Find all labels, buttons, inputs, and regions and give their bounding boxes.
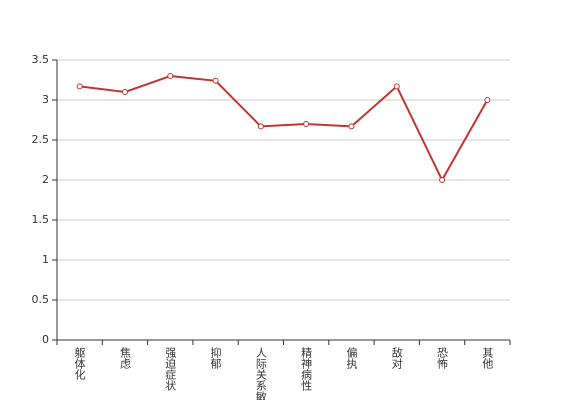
line <box>79 74 489 183</box>
point <box>393 83 400 90</box>
x-tick-label: 恐怖 <box>436 347 449 369</box>
x-tick-label: 敌对 <box>390 346 403 369</box>
y-tick-label: 1 <box>42 253 49 266</box>
point <box>121 89 128 95</box>
point <box>348 123 355 130</box>
point <box>257 123 264 130</box>
x-tick-label: 人际关系敏感 <box>254 347 267 400</box>
x-tick-label: 其他 <box>481 347 494 369</box>
y-tick-label: 0 <box>42 333 49 346</box>
point <box>167 73 174 79</box>
point <box>439 177 446 183</box>
point <box>76 83 83 90</box>
x-tick-label: 躯体化 <box>73 347 86 381</box>
point <box>212 77 219 84</box>
x-tick-label: 精神病性 <box>300 347 313 392</box>
x-tick-label: 强迫症状 <box>164 347 177 391</box>
y-tick-label: 2.5 <box>32 133 50 146</box>
x-tick-label: 抑郁 <box>209 346 222 369</box>
x-tick-label: 偏执 <box>345 346 358 370</box>
x-tick-label: 焦虑 <box>118 347 131 369</box>
y-tick-label: 2 <box>42 173 49 186</box>
point <box>303 121 310 127</box>
y-tick-label: 0.5 <box>32 293 50 306</box>
y-tick-label: 3 <box>42 93 49 106</box>
y-tick-label: 1.5 <box>32 213 50 226</box>
point <box>484 97 491 103</box>
y-tick-label: 3.5 <box>32 53 50 66</box>
